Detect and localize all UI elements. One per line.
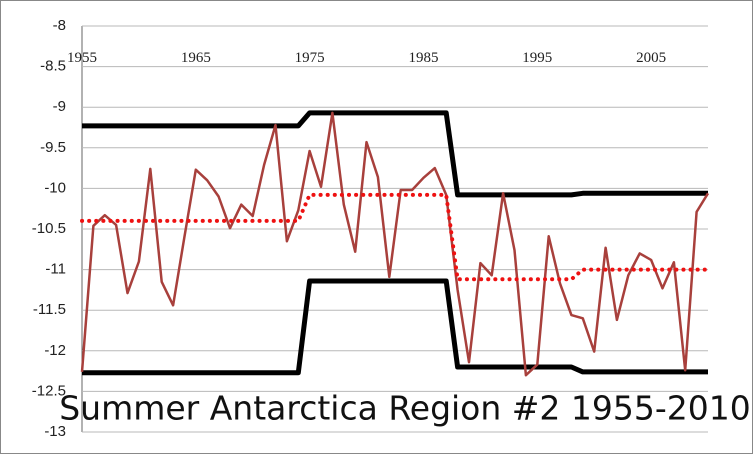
y-tick-label: -10 <box>44 179 66 196</box>
y-tick-label: -8.5 <box>40 58 66 75</box>
y-tick-label: -13 <box>44 423 66 440</box>
x-tick-label: 1975 <box>295 50 325 66</box>
y-tick-label: -11.5 <box>33 301 66 318</box>
series-line <box>82 278 708 376</box>
y-tick-label: -8 <box>53 17 66 34</box>
x-tick-label: 1995 <box>522 50 552 66</box>
y-tick-label: -9 <box>53 98 66 115</box>
x-tick-label: 1965 <box>181 50 211 66</box>
x-tick-label: 1985 <box>408 50 438 66</box>
x-tick-label: 2005 <box>636 50 666 66</box>
series-line <box>80 192 710 282</box>
y-tick-label: -11 <box>45 261 66 278</box>
series-line <box>82 110 708 198</box>
y-tick-label: -10.5 <box>32 220 66 237</box>
series-line <box>80 111 710 377</box>
y-tick-label: -12 <box>44 342 66 359</box>
y-tick-label: -12.5 <box>32 382 66 399</box>
chart-title: Summer Antarctica Region #2 1955-2010 <box>59 389 751 428</box>
x-tick-label: 1955 <box>67 50 97 66</box>
y-tick-label: -9.5 <box>40 139 66 156</box>
